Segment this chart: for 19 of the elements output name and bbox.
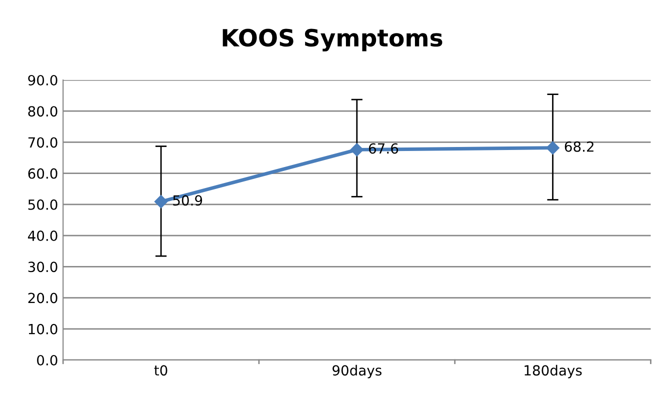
y-tick-label: 70.0 xyxy=(28,137,58,148)
y-tick-label: 60.0 xyxy=(28,168,58,179)
y-tick-label: 40.0 xyxy=(28,230,58,242)
y-tick-label: 90.0 xyxy=(28,74,58,86)
y-tick-label: 80.0 xyxy=(28,106,58,117)
point xyxy=(350,143,364,156)
y-tick-label: 20.0 xyxy=(28,292,58,304)
x-tick-label: 90days xyxy=(332,364,382,378)
chart-title: KOOS Symptoms xyxy=(222,28,442,52)
y-tick-label: 30.0 xyxy=(28,262,58,272)
data-label: 68.2 xyxy=(564,141,594,152)
x-tick-label: t0 xyxy=(154,365,168,376)
y-tick-label: 10.0 xyxy=(28,324,58,334)
point xyxy=(154,195,168,208)
x-tick-label: 180days xyxy=(524,364,582,378)
point xyxy=(546,141,560,154)
data-label: 50.9 xyxy=(173,195,202,206)
y-tick-label: 50.0 xyxy=(28,199,58,210)
y-tick-label: 0.0 xyxy=(37,354,58,366)
